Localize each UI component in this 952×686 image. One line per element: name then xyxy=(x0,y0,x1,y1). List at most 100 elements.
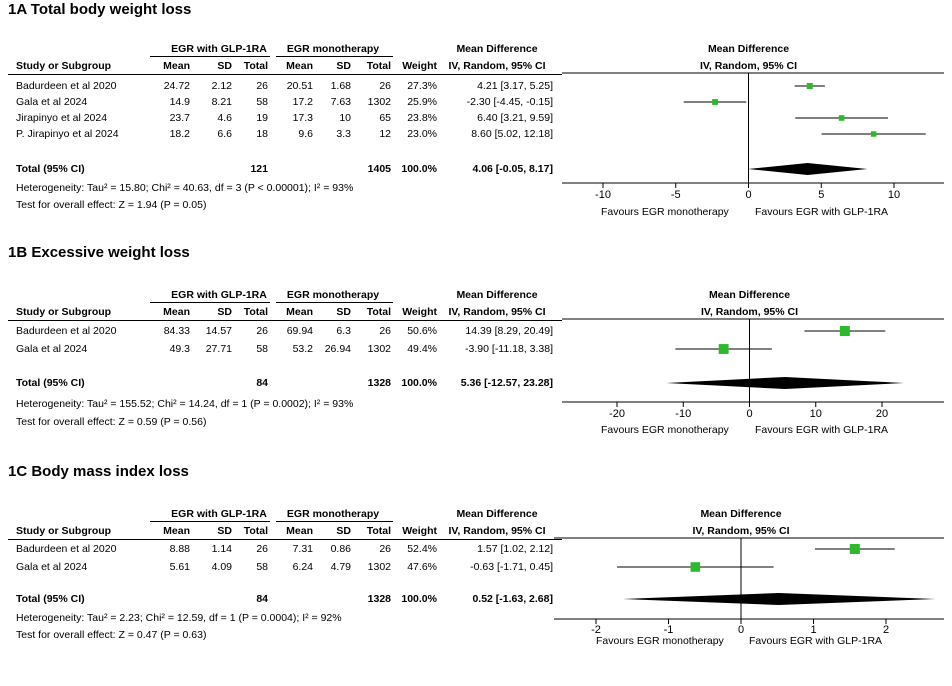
x-tick-label: 0 xyxy=(746,408,752,420)
group2-underline xyxy=(276,302,393,303)
sd1-cell: 4.09 xyxy=(211,561,232,573)
n1-cell: 58 xyxy=(256,561,268,573)
x-tick-label: 10 xyxy=(810,408,822,420)
favours-left-label: Favours EGR monotherapy xyxy=(596,635,725,647)
mean2-cell: 9.6 xyxy=(298,128,313,140)
plot-title: Mean Difference xyxy=(708,289,791,301)
point-estimate-marker xyxy=(712,99,718,105)
mean1-header: Mean xyxy=(163,306,190,318)
heterogeneity-text: Heterogeneity: Tau² = 155.52; Chi² = 14.… xyxy=(16,398,354,410)
x-tick-label: 10 xyxy=(888,189,900,201)
mean2-cell: 53.2 xyxy=(292,343,313,355)
sd2-cell: 6.3 xyxy=(336,325,351,337)
sd1-cell: 8.21 xyxy=(211,96,232,108)
study-name: Badurdeen et al 2020 xyxy=(16,325,117,337)
mean1-cell: 23.7 xyxy=(169,112,190,124)
pooled-estimate-diamond xyxy=(666,377,904,389)
sd2-cell: 7.63 xyxy=(330,96,351,108)
study-name: Gala et al 2024 xyxy=(16,343,88,355)
total-ci: 5.36 [-12.57, 23.28] xyxy=(460,377,553,389)
total-n1: 84 xyxy=(256,377,268,389)
mean2-cell: 7.31 xyxy=(292,543,313,555)
sd2-cell: 0.86 xyxy=(330,543,351,555)
n1-cell: 26 xyxy=(256,80,268,92)
total1-header: Total xyxy=(243,60,268,72)
md-sub-header: IV, Random, 95% CI xyxy=(448,525,546,537)
plot-title: Mean Difference xyxy=(707,43,790,55)
weight-cell: 49.4% xyxy=(407,343,437,355)
panel-title: 1C Body mass index loss xyxy=(8,463,189,480)
weight-header: Weight xyxy=(402,525,437,537)
weight-cell: 25.9% xyxy=(407,96,437,108)
x-tick-label: 2 xyxy=(883,624,889,636)
study-name: Jirapinyo et al 2024 xyxy=(16,112,108,124)
plot-subtitle: IV, Random, 95% CI xyxy=(692,525,790,537)
pooled-estimate-diamond xyxy=(622,593,936,605)
x-tick-label: -10 xyxy=(595,189,611,201)
favours-right-label: Favours EGR with GLP-1RA xyxy=(755,424,888,436)
overall-effect-text: Test for overall effect: Z = 0.59 (P = 0… xyxy=(16,416,207,428)
x-tick-label: 20 xyxy=(876,408,888,420)
study-header: Study or Subgroup xyxy=(16,525,112,537)
x-tick-label: -1 xyxy=(664,624,674,636)
favours-left-label: Favours EGR monotherapy xyxy=(601,206,730,218)
n1-cell: 26 xyxy=(256,325,268,337)
group2-header: EGR monotherapy xyxy=(286,508,380,520)
point-estimate-marker xyxy=(838,115,845,121)
header-rule xyxy=(8,539,562,540)
mean1-cell: 8.88 xyxy=(169,543,190,555)
ci-cell: 4.21 [3.17, 5.25] xyxy=(477,80,553,92)
point-estimate-marker xyxy=(718,344,729,354)
n1-cell: 58 xyxy=(256,343,268,355)
x-tick-label: -10 xyxy=(675,408,691,420)
total2-header: Total xyxy=(366,525,391,537)
point-estimate-marker xyxy=(839,326,850,336)
ci-cell: 6.40 [3.21, 9.59] xyxy=(477,112,553,124)
sd1-cell: 6.6 xyxy=(217,128,232,140)
n1-cell: 18 xyxy=(256,128,268,140)
group1-underline xyxy=(150,56,270,57)
sd1-header: SD xyxy=(217,525,232,537)
study-name: Gala et al 2024 xyxy=(16,96,88,108)
mean1-cell: 14.9 xyxy=(169,96,190,108)
n2-cell: 65 xyxy=(379,112,391,124)
mean1-cell: 18.2 xyxy=(169,128,190,140)
ci-cell: 8.60 [5.02, 12.18] xyxy=(471,128,553,140)
total-n1: 84 xyxy=(256,593,268,605)
md-header: Mean Difference xyxy=(456,43,538,55)
panel-title: 1A Total body weight loss xyxy=(8,1,192,18)
ci-cell: -2.30 [-4.45, -0.15] xyxy=(466,96,553,108)
sd1-header: SD xyxy=(217,306,232,318)
ci-cell: -0.63 [-1.71, 0.45] xyxy=(470,561,553,573)
weight-header: Weight xyxy=(402,306,437,318)
group1-underline xyxy=(150,521,270,522)
mean1-header: Mean xyxy=(163,60,190,72)
group1-header: EGR with GLP-1RA xyxy=(171,508,267,520)
total-n2: 1328 xyxy=(367,377,391,389)
study-header: Study or Subgroup xyxy=(16,306,112,318)
total-ci: 0.52 [-1.63, 2.68] xyxy=(472,593,553,605)
n2-cell: 26 xyxy=(379,543,391,555)
md-sub-header: IV, Random, 95% CI xyxy=(448,306,546,318)
overall-effect-text: Test for overall effect: Z = 1.94 (P = 0… xyxy=(16,199,207,211)
x-tick-label: 0 xyxy=(738,624,744,636)
n2-cell: 1302 xyxy=(367,561,391,573)
sd1-cell: 4.6 xyxy=(217,112,232,124)
header-rule xyxy=(8,320,562,321)
x-tick-label: 0 xyxy=(745,189,751,201)
x-tick-label: 1 xyxy=(810,624,816,636)
group2-header: EGR monotherapy xyxy=(286,43,380,55)
ci-cell: -3.90 [-11.18, 3.38] xyxy=(465,343,553,355)
pooled-estimate-diamond xyxy=(747,163,868,175)
group1-header: EGR with GLP-1RA xyxy=(171,43,267,55)
sd2-cell: 26.94 xyxy=(324,343,351,355)
x-tick-label: -20 xyxy=(609,408,625,420)
study-header: Study or Subgroup xyxy=(16,60,112,72)
mean2-cell: 69.94 xyxy=(286,325,313,337)
total-weight: 100.0% xyxy=(401,377,437,389)
n1-cell: 19 xyxy=(256,112,268,124)
sd1-cell: 1.14 xyxy=(211,543,232,555)
plot-title: Mean Difference xyxy=(700,508,782,520)
sd2-header: SD xyxy=(336,525,351,537)
point-estimate-marker xyxy=(849,544,860,554)
